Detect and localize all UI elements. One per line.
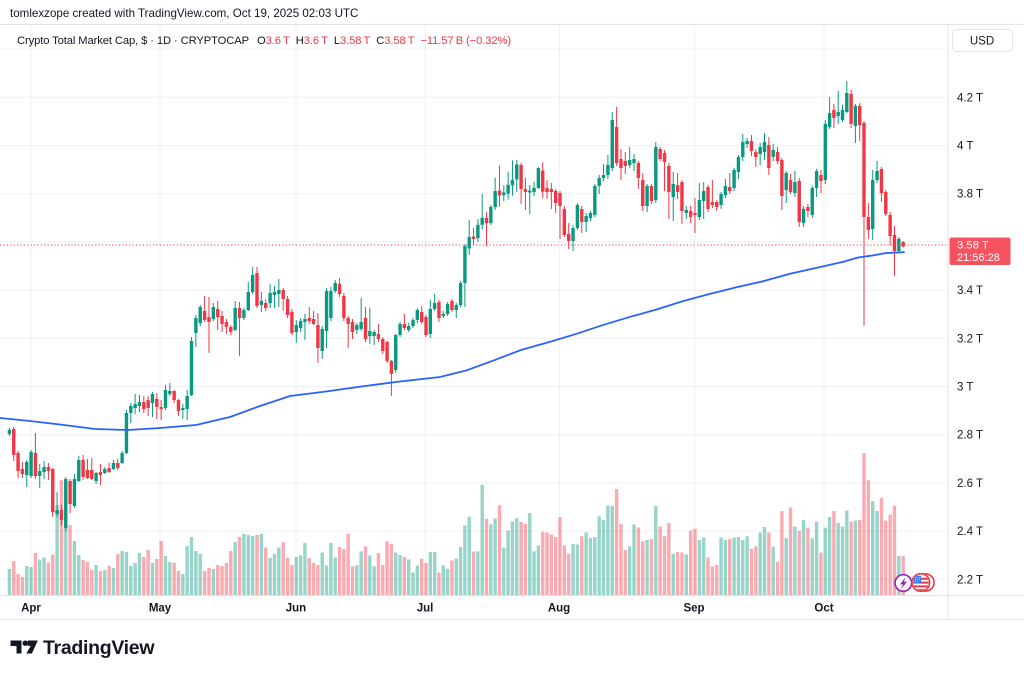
svg-text:2.6 T: 2.6 T [957, 478, 983, 490]
svg-text:Oct: Oct [814, 603, 833, 615]
svg-text:4 T: 4 T [957, 141, 973, 153]
svg-text:2.2 T: 2.2 T [957, 574, 983, 586]
svg-text:3.8 T: 3.8 T [957, 189, 983, 201]
svg-text:2.8 T: 2.8 T [957, 430, 983, 442]
svg-text:TradingView: TradingView [43, 637, 155, 659]
svg-text:2.4 T: 2.4 T [957, 526, 983, 538]
svg-text:Jun: Jun [286, 603, 306, 615]
svg-text:3.4 T: 3.4 T [957, 285, 983, 297]
svg-text:3.2 T: 3.2 T [957, 333, 983, 345]
svg-text:21:56:28: 21:56:28 [957, 252, 1000, 264]
svg-text:USD: USD [970, 36, 994, 48]
svg-text:3.58 T: 3.58 T [957, 239, 989, 251]
svg-text:May: May [149, 603, 172, 615]
svg-text:tomlexzope created with Tradin: tomlexzope created with TradingView.com,… [10, 7, 358, 20]
svg-text:Apr: Apr [21, 603, 41, 615]
svg-text:Jul: Jul [417, 603, 434, 615]
svg-text:Aug: Aug [548, 603, 570, 615]
svg-text:Crypto Total Market Cap, $ · 1: Crypto Total Market Cap, $ · 1D · CRYPTO… [17, 35, 511, 47]
svg-text:3 T: 3 T [957, 382, 973, 394]
svg-text:Sep: Sep [683, 603, 704, 615]
svg-text:4.2 T: 4.2 T [957, 92, 983, 104]
